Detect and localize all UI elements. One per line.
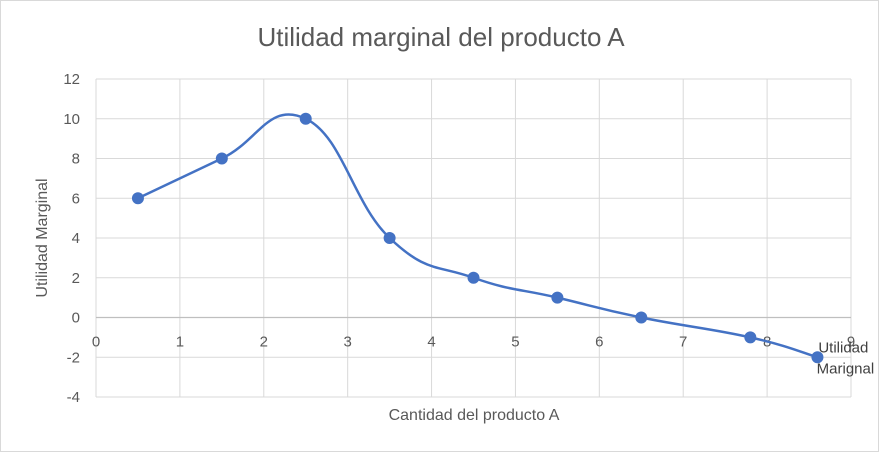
series-label: Utilidad Marignal (817, 339, 875, 377)
data-point (299, 112, 312, 125)
x-axis-label: Cantidad del producto A (389, 407, 560, 424)
x-tick-label: 0 (92, 334, 100, 351)
x-tick-label: 1 (176, 334, 184, 351)
y-tick-label: 0 (72, 310, 80, 327)
series-line (137, 113, 818, 359)
series-label-line-1: Utilidad (818, 339, 868, 356)
series-label-line-2: Marignal (817, 360, 875, 377)
y-tick-label: 10 (63, 111, 80, 128)
data-point (551, 291, 564, 304)
y-tick-label: 2 (72, 270, 80, 287)
data-point (131, 192, 144, 205)
data-point (811, 351, 824, 364)
data-point (383, 232, 396, 244)
y-axis-label: Utilidad Marginal (34, 178, 51, 297)
y-tick-label: 6 (72, 190, 80, 207)
x-tick-label: 3 (343, 334, 351, 351)
y-tick-labels: -4 -2 0 2 4 6 8 10 12 (63, 71, 80, 406)
x-tick-label: 5 (511, 334, 519, 351)
chart-title: Utilidad marginal del producto A (257, 22, 625, 52)
y-tick-label: -2 (67, 349, 80, 366)
y-tick-label: 12 (63, 71, 80, 88)
y-tick-label: -4 (67, 389, 80, 406)
x-tick-label: 9 (847, 334, 855, 351)
x-tick-label: 6 (595, 334, 603, 351)
y-tick-label: 4 (72, 230, 80, 247)
data-point (635, 311, 648, 324)
x-tick-label: 4 (427, 334, 435, 351)
data-point (744, 331, 757, 344)
grid (95, 78, 852, 398)
data-point (215, 152, 228, 165)
y-tick-label: 8 (72, 151, 80, 168)
data-point (467, 271, 480, 284)
series-points (131, 112, 824, 364)
x-tick-label: 7 (679, 334, 687, 351)
x-tick-label: 2 (260, 334, 268, 351)
